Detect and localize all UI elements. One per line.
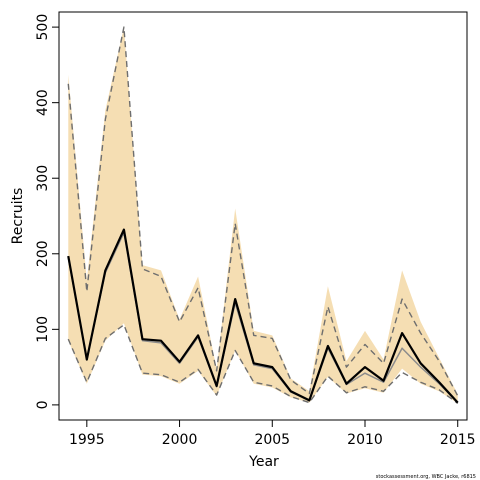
x-axis: 1995 2000 2005 2010 2015	[69, 420, 476, 448]
series-layer	[67, 26, 459, 404]
y-tick-label: 500	[35, 14, 51, 41]
y-tick-label: 100	[35, 316, 51, 343]
y-axis-title: Recruits	[10, 188, 26, 245]
credit-note: stockassessment.org, WBC Jacke, r6815	[376, 474, 476, 480]
series-line-median	[67, 228, 459, 404]
series-line-upper-dashed	[67, 26, 459, 397]
y-tick-label: 200	[35, 240, 51, 267]
y-tick-label: 300	[35, 165, 51, 192]
x-tick-label: 1995	[69, 432, 105, 448]
x-tick-label: 2015	[440, 432, 476, 448]
y-axis: 0 100 200 300 400 500	[35, 14, 59, 409]
series-line-lower-dashed	[67, 324, 459, 404]
confidence-band	[68, 27, 458, 404]
x-tick-label: 2010	[347, 432, 383, 448]
x-tick-label: 2005	[254, 432, 290, 448]
x-axis-title: Year	[248, 454, 279, 470]
y-tick-label: 400	[35, 89, 51, 116]
y-tick-label: 0	[35, 400, 51, 409]
x-tick-label: 2000	[162, 432, 198, 448]
plot-frame	[58, 11, 468, 421]
